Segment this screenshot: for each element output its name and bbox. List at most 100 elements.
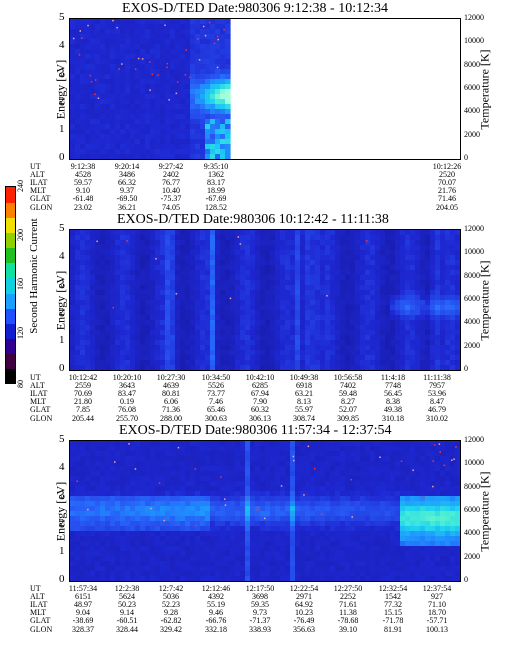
heatmap-cell <box>295 365 301 370</box>
heatmap-cell <box>100 49 106 55</box>
heatmap-cell <box>425 290 431 296</box>
heatmap-cell <box>285 451 291 457</box>
heatmap-cell <box>180 290 186 296</box>
heatmap-cell <box>260 265 266 271</box>
heatmap-cell <box>90 114 96 120</box>
heatmap-cell <box>120 305 126 311</box>
heatmap-cell <box>450 325 456 331</box>
heatmap-cell <box>165 571 171 577</box>
heatmap-cell <box>205 330 211 336</box>
heatmap-cell <box>340 235 346 241</box>
heatmap-cell <box>350 531 356 537</box>
heatmap-cell <box>235 290 241 296</box>
heatmap-cell <box>125 84 131 90</box>
heatmap-cell <box>380 240 386 246</box>
heatmap-cell <box>275 320 281 326</box>
heatmap-cell <box>215 290 221 296</box>
heatmap-cell <box>285 546 291 552</box>
heatmap-cell <box>445 270 451 276</box>
heatmap-cell <box>140 571 146 577</box>
heatmap-cell <box>250 305 256 311</box>
heatmap-cell <box>175 230 181 236</box>
heatmap-cell <box>135 300 141 306</box>
heatmap-cell <box>405 270 411 276</box>
heatmap-cell <box>140 300 146 306</box>
heatmap-cell <box>220 290 226 296</box>
heatmap-cell <box>405 280 411 286</box>
heatmap-cell <box>355 501 361 507</box>
heatmap-cell <box>255 320 261 326</box>
heatmap-cell <box>115 144 121 150</box>
heatmap-cell <box>185 285 191 291</box>
heatmap-cell <box>395 260 401 266</box>
heatmap-cell <box>260 315 266 321</box>
heatmap-cell <box>165 59 171 65</box>
heatmap-cell <box>365 531 371 537</box>
heatmap-cell <box>80 340 86 346</box>
heatmap-cell <box>330 365 336 370</box>
heatmap-cell <box>305 280 311 286</box>
heatmap-cell <box>285 571 291 577</box>
heatmap-cell <box>270 350 276 356</box>
heatmap-cell <box>180 39 186 45</box>
heatmap-cell <box>80 94 86 100</box>
heatmap-cell <box>255 531 261 537</box>
heatmap-cell <box>115 541 121 547</box>
heatmap-cell <box>110 491 116 497</box>
heatmap-cell <box>70 84 76 90</box>
heatmap-cell <box>325 240 331 246</box>
heatmap-cell <box>260 471 266 477</box>
heatmap-cell <box>110 270 116 276</box>
heatmap-cell <box>140 315 146 321</box>
heatmap-cell <box>140 255 146 261</box>
heatmap-cell <box>355 451 361 457</box>
heatmap-cell <box>75 476 81 482</box>
heatmap-cell <box>415 305 421 311</box>
heatmap-cell <box>180 340 186 346</box>
heatmap-cell <box>280 340 286 346</box>
heatmap-cell <box>70 69 76 75</box>
heatmap-cell <box>135 49 141 55</box>
heatmap-cell <box>345 491 351 497</box>
heatmap-cell <box>370 481 376 487</box>
heatmap-cell <box>90 260 96 266</box>
ephemeris-value: 4639 <box>163 381 179 391</box>
heatmap-cell <box>170 340 176 346</box>
heatmap-cell <box>360 230 366 236</box>
heatmap-cell <box>150 340 156 346</box>
heatmap-cell <box>440 230 446 236</box>
heatmap-cell <box>120 481 126 487</box>
heatmap-cell <box>295 466 301 472</box>
heatmap-cell <box>155 451 161 457</box>
heatmap-cell <box>140 260 146 266</box>
heatmap-cell <box>240 516 246 522</box>
heatmap-cell <box>75 24 81 30</box>
heatmap-cell <box>360 325 366 331</box>
heatmap-cell <box>160 49 166 55</box>
heatmap-cell <box>390 300 396 306</box>
heatmap-cell <box>120 320 126 326</box>
heatmap-cell <box>185 94 191 100</box>
heatmap-cell <box>425 240 431 246</box>
heatmap-cell <box>270 320 276 326</box>
heatmap-cell <box>280 255 286 261</box>
heatmap-cell <box>295 310 301 316</box>
heatmap-cell <box>200 320 206 326</box>
heatmap-cell <box>115 551 121 557</box>
heatmap-cell <box>380 310 386 316</box>
heatmap-cell <box>185 481 191 487</box>
heatmap-cell <box>115 54 121 60</box>
heatmap-cell <box>330 441 336 447</box>
heatmap-cell <box>270 290 276 296</box>
heatmap-cell <box>120 154 126 159</box>
heatmap-cell <box>155 19 161 25</box>
heatmap-cell <box>185 275 191 281</box>
heatmap-cell <box>105 250 111 256</box>
heatmap-cell <box>220 114 226 120</box>
colorbar-segment <box>6 367 15 384</box>
heatmap-cell <box>130 124 136 130</box>
ephemeris-value: 83.17 <box>207 178 225 188</box>
heatmap-cell <box>225 89 231 95</box>
heatmap-cell <box>440 305 446 311</box>
heatmap-cell <box>210 89 216 95</box>
